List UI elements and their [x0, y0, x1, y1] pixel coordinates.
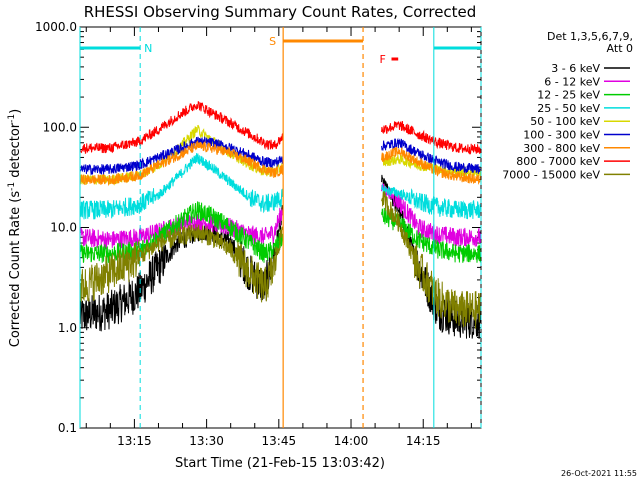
detector-header-line2: Att 0 — [607, 42, 633, 55]
series-line-3 — [79, 201, 284, 264]
legend-label-9: 7000 - 15000 keV — [502, 168, 600, 181]
x-tick-label: 13:30 — [189, 434, 224, 448]
series-line-4 — [381, 184, 481, 220]
y-tick-label: 100.0 — [43, 120, 77, 134]
y-tick-label: 1000.0 — [35, 20, 77, 34]
y-axis-label: Corrected Count Rate (s-1 detector-1) — [7, 109, 23, 347]
legend-label-8: 800 - 7000 keV — [516, 155, 600, 168]
night-label: N — [144, 42, 152, 55]
plot-area: 1000.0 100.0 10.0 1.0 0.1 13:15 13:30 13:45 14:0… — [35, 20, 482, 448]
legend-label-4: 25 - 50 keV — [537, 102, 600, 115]
legend-label-5: 50 - 100 keV — [530, 115, 600, 128]
series-line-9 — [381, 191, 481, 329]
legend-label-6: 100 - 300 keV — [523, 129, 600, 142]
series-line-2 — [381, 183, 481, 247]
series-line-7 — [381, 146, 481, 185]
saa-label: S — [269, 35, 276, 48]
y-axis-label-main: Corrected Count Rate (s — [8, 191, 23, 348]
series-line-8 — [79, 101, 284, 154]
series-line-4 — [79, 153, 284, 220]
timestamp: 26-Oct-2021 11:55 — [561, 469, 637, 478]
x-axis-label: Start Time (21-Feb-15 13:03:42) — [175, 456, 385, 471]
y-axis-label-sup1: -1 — [7, 182, 17, 191]
y-tick-label: 1.0 — [58, 321, 77, 335]
series-line-7 — [79, 139, 284, 187]
x-tick-label: 13:15 — [117, 434, 152, 448]
series-line-2 — [79, 207, 284, 250]
series-line-3 — [381, 207, 481, 263]
legend-label-7: 300 - 800 keV — [523, 142, 600, 155]
legend-label-1: 3 - 6 keV — [551, 62, 600, 75]
y-tick-label: 0.1 — [58, 421, 77, 435]
y-tick-label: 10.0 — [50, 221, 77, 235]
series-line-9 — [79, 224, 284, 303]
x-tick-label: 14:00 — [334, 434, 369, 448]
x-tick-label: 14:15 — [406, 434, 441, 448]
chart-title: RHESSI Observing Summary Count Rates, Co… — [84, 3, 477, 21]
detector-header-line1: Det 1,3,5,6,7,9, — [547, 30, 633, 43]
y-axis-label-mid: detector — [8, 122, 23, 182]
x-tick-label: 13:45 — [262, 434, 297, 448]
series-line-6 — [381, 137, 481, 175]
flare-label: F — [380, 53, 386, 66]
y-axis-label-sup2: -1 — [7, 114, 17, 123]
legend-label-2: 6 - 12 keV — [544, 75, 600, 88]
legend-label-3: 12 - 25 keV — [537, 89, 600, 102]
y-axis-label-end: ) — [8, 109, 23, 114]
series-line-8 — [381, 120, 481, 155]
